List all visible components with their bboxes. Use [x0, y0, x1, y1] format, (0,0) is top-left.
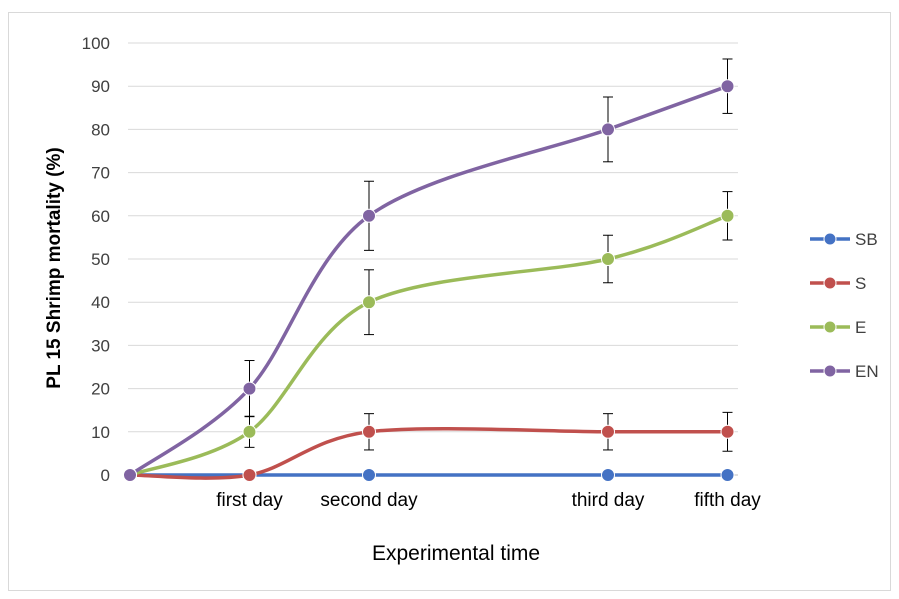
- marker-E-1: [242, 424, 257, 439]
- y-tick-40: 40: [91, 293, 110, 312]
- marker-E-2: [362, 295, 376, 310]
- x-axis-title: Experimental time: [372, 542, 540, 565]
- error-bars: [244, 58, 733, 452]
- marker-SB-4: [720, 468, 735, 482]
- marker-EN-0: [123, 468, 137, 482]
- x-tick-labels: first day second day third day fifth day: [216, 490, 761, 511]
- marker-EN-1: [242, 381, 257, 396]
- y-axis-title: PL 15 Shrimp mortality (%): [44, 147, 65, 388]
- legend-marker-EN: [823, 364, 837, 378]
- legend: SB S E EN: [810, 230, 879, 381]
- y-tick-0: 0: [101, 466, 110, 485]
- y-tick-100: 100: [82, 34, 110, 53]
- y-tick-labels: 0 10 20 30 40 50 60 70 80 90 100: [82, 34, 110, 485]
- marker-S-2: [362, 424, 376, 439]
- marker-EN-4: [720, 79, 735, 94]
- marker-SB-2: [362, 468, 376, 482]
- y-tick-70: 70: [91, 164, 110, 183]
- marker-E-4: [720, 208, 735, 223]
- x-tick-first-day: first day: [216, 490, 283, 511]
- y-tick-60: 60: [91, 207, 110, 226]
- y-tick-80: 80: [91, 120, 110, 139]
- y-tick-90: 90: [91, 77, 110, 96]
- legend-marker-SB: [823, 232, 837, 246]
- x-tick-fifth-day: fifth day: [694, 490, 761, 511]
- y-tick-20: 20: [91, 380, 110, 399]
- legend-label-S: S: [855, 274, 866, 293]
- marker-E-3: [601, 252, 615, 266]
- series-markers: [123, 79, 735, 482]
- y-tick-30: 30: [91, 336, 110, 355]
- legend-label-E: E: [855, 318, 866, 337]
- chart-border: [8, 12, 891, 591]
- x-tick-third-day: third day: [572, 490, 645, 511]
- marker-EN-3: [601, 122, 615, 137]
- marker-SB-3: [601, 468, 615, 482]
- marker-EN-2: [362, 208, 376, 223]
- series-line-S: [128, 426, 730, 480]
- legend-label-SB: SB: [855, 230, 878, 249]
- legend-marker-S: [823, 276, 837, 290]
- marker-S-1: [242, 468, 257, 482]
- marker-S-4: [720, 424, 735, 439]
- y-tick-10: 10: [91, 423, 110, 442]
- marker-S-3: [601, 424, 615, 439]
- x-tick-second-day: second day: [320, 490, 418, 511]
- y-tick-50: 50: [91, 250, 110, 269]
- legend-marker-E: [823, 320, 837, 334]
- legend-label-EN: EN: [855, 362, 879, 381]
